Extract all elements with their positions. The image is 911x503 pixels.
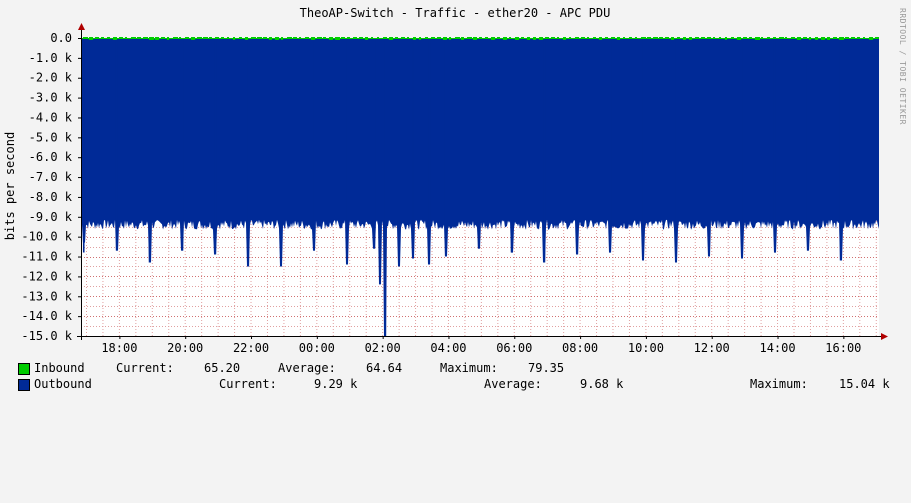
y-axis-label: bits per second bbox=[3, 132, 17, 240]
outbound-maximum-value: 15.04 k bbox=[839, 377, 890, 391]
x-tick-label: 10:00 bbox=[628, 341, 664, 355]
y-tick-label: -8.0 k bbox=[29, 190, 73, 204]
inbound-mark bbox=[401, 37, 405, 38]
inbound-mark bbox=[431, 37, 435, 38]
outbound-maximum-label: Maximum: bbox=[750, 377, 808, 391]
inbound-current-value: 65.20 bbox=[204, 361, 241, 375]
x-tick-label: 00:00 bbox=[299, 341, 335, 355]
outbound-current-value: 9.29 k bbox=[314, 377, 358, 391]
inbound-mark bbox=[731, 37, 734, 38]
outbound-current-label: Current: bbox=[219, 377, 277, 391]
inbound-mark bbox=[341, 37, 345, 38]
inbound-mark bbox=[653, 37, 658, 38]
inbound-mark bbox=[119, 37, 123, 38]
outbound-average-label: Average: bbox=[484, 377, 542, 391]
x-tick-label: 22:00 bbox=[233, 341, 269, 355]
rrdtool-watermark: RRDTOOL / TOBI OETIKER bbox=[898, 8, 907, 125]
y-tick-label: -12.0 k bbox=[21, 269, 72, 283]
y-tick-label: -7.0 k bbox=[29, 170, 73, 184]
inbound-mark bbox=[719, 37, 721, 38]
inbound-mark bbox=[611, 37, 615, 38]
inbound-mark bbox=[395, 37, 398, 38]
x-tick-label: 02:00 bbox=[365, 341, 401, 355]
inbound-mark bbox=[713, 37, 715, 38]
x-axis-arrow bbox=[881, 333, 888, 340]
x-tick-label: 06:00 bbox=[496, 341, 532, 355]
inbound-mark bbox=[623, 37, 625, 38]
inbound-mark bbox=[521, 37, 524, 38]
inbound-mark bbox=[479, 37, 482, 38]
inbound-mark bbox=[287, 37, 292, 38]
inbound-mark bbox=[749, 37, 752, 38]
inbound-mark bbox=[353, 37, 357, 38]
outbound-swatch bbox=[18, 379, 30, 391]
x-tick-label: 16:00 bbox=[825, 341, 861, 355]
plot-area: 0.0 -1.0 k -2.0 k -3.0 k -4.0 k -5.0 k -6.0 k -… bbox=[21, 23, 888, 355]
traffic-graph: TheoAP-Switch - Traffic - ether20 - APC … bbox=[3, 6, 907, 355]
inbound-current-label: Current: bbox=[116, 361, 174, 375]
inbound-average-label: Average: bbox=[278, 361, 336, 375]
y-tick-label: -9.0 k bbox=[29, 210, 73, 224]
inbound-mark bbox=[107, 37, 110, 38]
inbound-mark bbox=[161, 37, 165, 38]
x-tick-label: 04:00 bbox=[430, 341, 466, 355]
inbound-mark bbox=[83, 37, 88, 38]
x-tick-label: 20:00 bbox=[167, 341, 203, 355]
y-tick-label: -15.0 k bbox=[21, 329, 72, 343]
y-tick-label: -4.0 k bbox=[29, 110, 73, 124]
inbound-average-value: 64.64 bbox=[366, 361, 403, 375]
inbound-mark bbox=[575, 37, 579, 38]
inbound-name: Inbound bbox=[34, 361, 85, 375]
inbound-mark bbox=[845, 37, 849, 38]
y-axis-arrow bbox=[78, 23, 85, 30]
inbound-mark bbox=[215, 37, 219, 38]
inbound-mark bbox=[407, 37, 409, 38]
inbound-mark bbox=[293, 37, 297, 38]
y-tick-label: -6.0 k bbox=[29, 150, 73, 164]
chart-canvas: TheoAP-Switch - Traffic - ether20 - APC … bbox=[3, 6, 907, 355]
inbound-maximum-label: Maximum: bbox=[440, 361, 498, 375]
inbound-mark bbox=[203, 37, 208, 38]
inbound-mark bbox=[305, 37, 309, 38]
y-tick-label: -3.0 k bbox=[29, 91, 73, 105]
legend-outbound: Outbound Current: 9.29 k Average: 9.68 k… bbox=[18, 377, 890, 391]
inbound-mark bbox=[185, 37, 189, 38]
inbound-mark bbox=[875, 37, 879, 38]
inbound-mark bbox=[641, 37, 646, 38]
inbound-mark bbox=[209, 37, 212, 38]
y-tick-label: -2.0 k bbox=[29, 71, 73, 85]
x-tick-label: 14:00 bbox=[759, 341, 795, 355]
y-tick-label: 0.0 bbox=[50, 31, 72, 45]
inbound-mark bbox=[197, 37, 202, 38]
outbound-name: Outbound bbox=[34, 377, 92, 391]
inbound-mark bbox=[221, 37, 224, 38]
x-tick-label: 18:00 bbox=[101, 341, 137, 355]
y-tick-label: -13.0 k bbox=[21, 289, 72, 303]
chart-title: TheoAP-Switch - Traffic - ether20 - APC … bbox=[300, 6, 611, 20]
y-tick-label: -5.0 k bbox=[29, 130, 73, 144]
inbound-maximum-value: 79.35 bbox=[528, 361, 565, 375]
x-tick-label: 12:00 bbox=[694, 341, 730, 355]
inbound-mark bbox=[605, 37, 608, 38]
inbound-swatch bbox=[18, 363, 30, 375]
inbound-mark bbox=[629, 37, 632, 38]
inbound-mark bbox=[299, 37, 301, 38]
y-tick-label: -14.0 k bbox=[21, 309, 72, 323]
inbound-mark bbox=[467, 37, 472, 38]
y-tick-label: -11.0 k bbox=[21, 250, 72, 264]
y-tick-label: -1.0 k bbox=[29, 51, 73, 65]
outbound-average-value: 9.68 k bbox=[580, 377, 624, 391]
legend-inbound: Inbound Current: 65.20 Average: 64.64 Ma… bbox=[18, 361, 564, 375]
x-tick-label: 08:00 bbox=[562, 341, 598, 355]
y-tick-label: -10.0 k bbox=[21, 230, 72, 244]
